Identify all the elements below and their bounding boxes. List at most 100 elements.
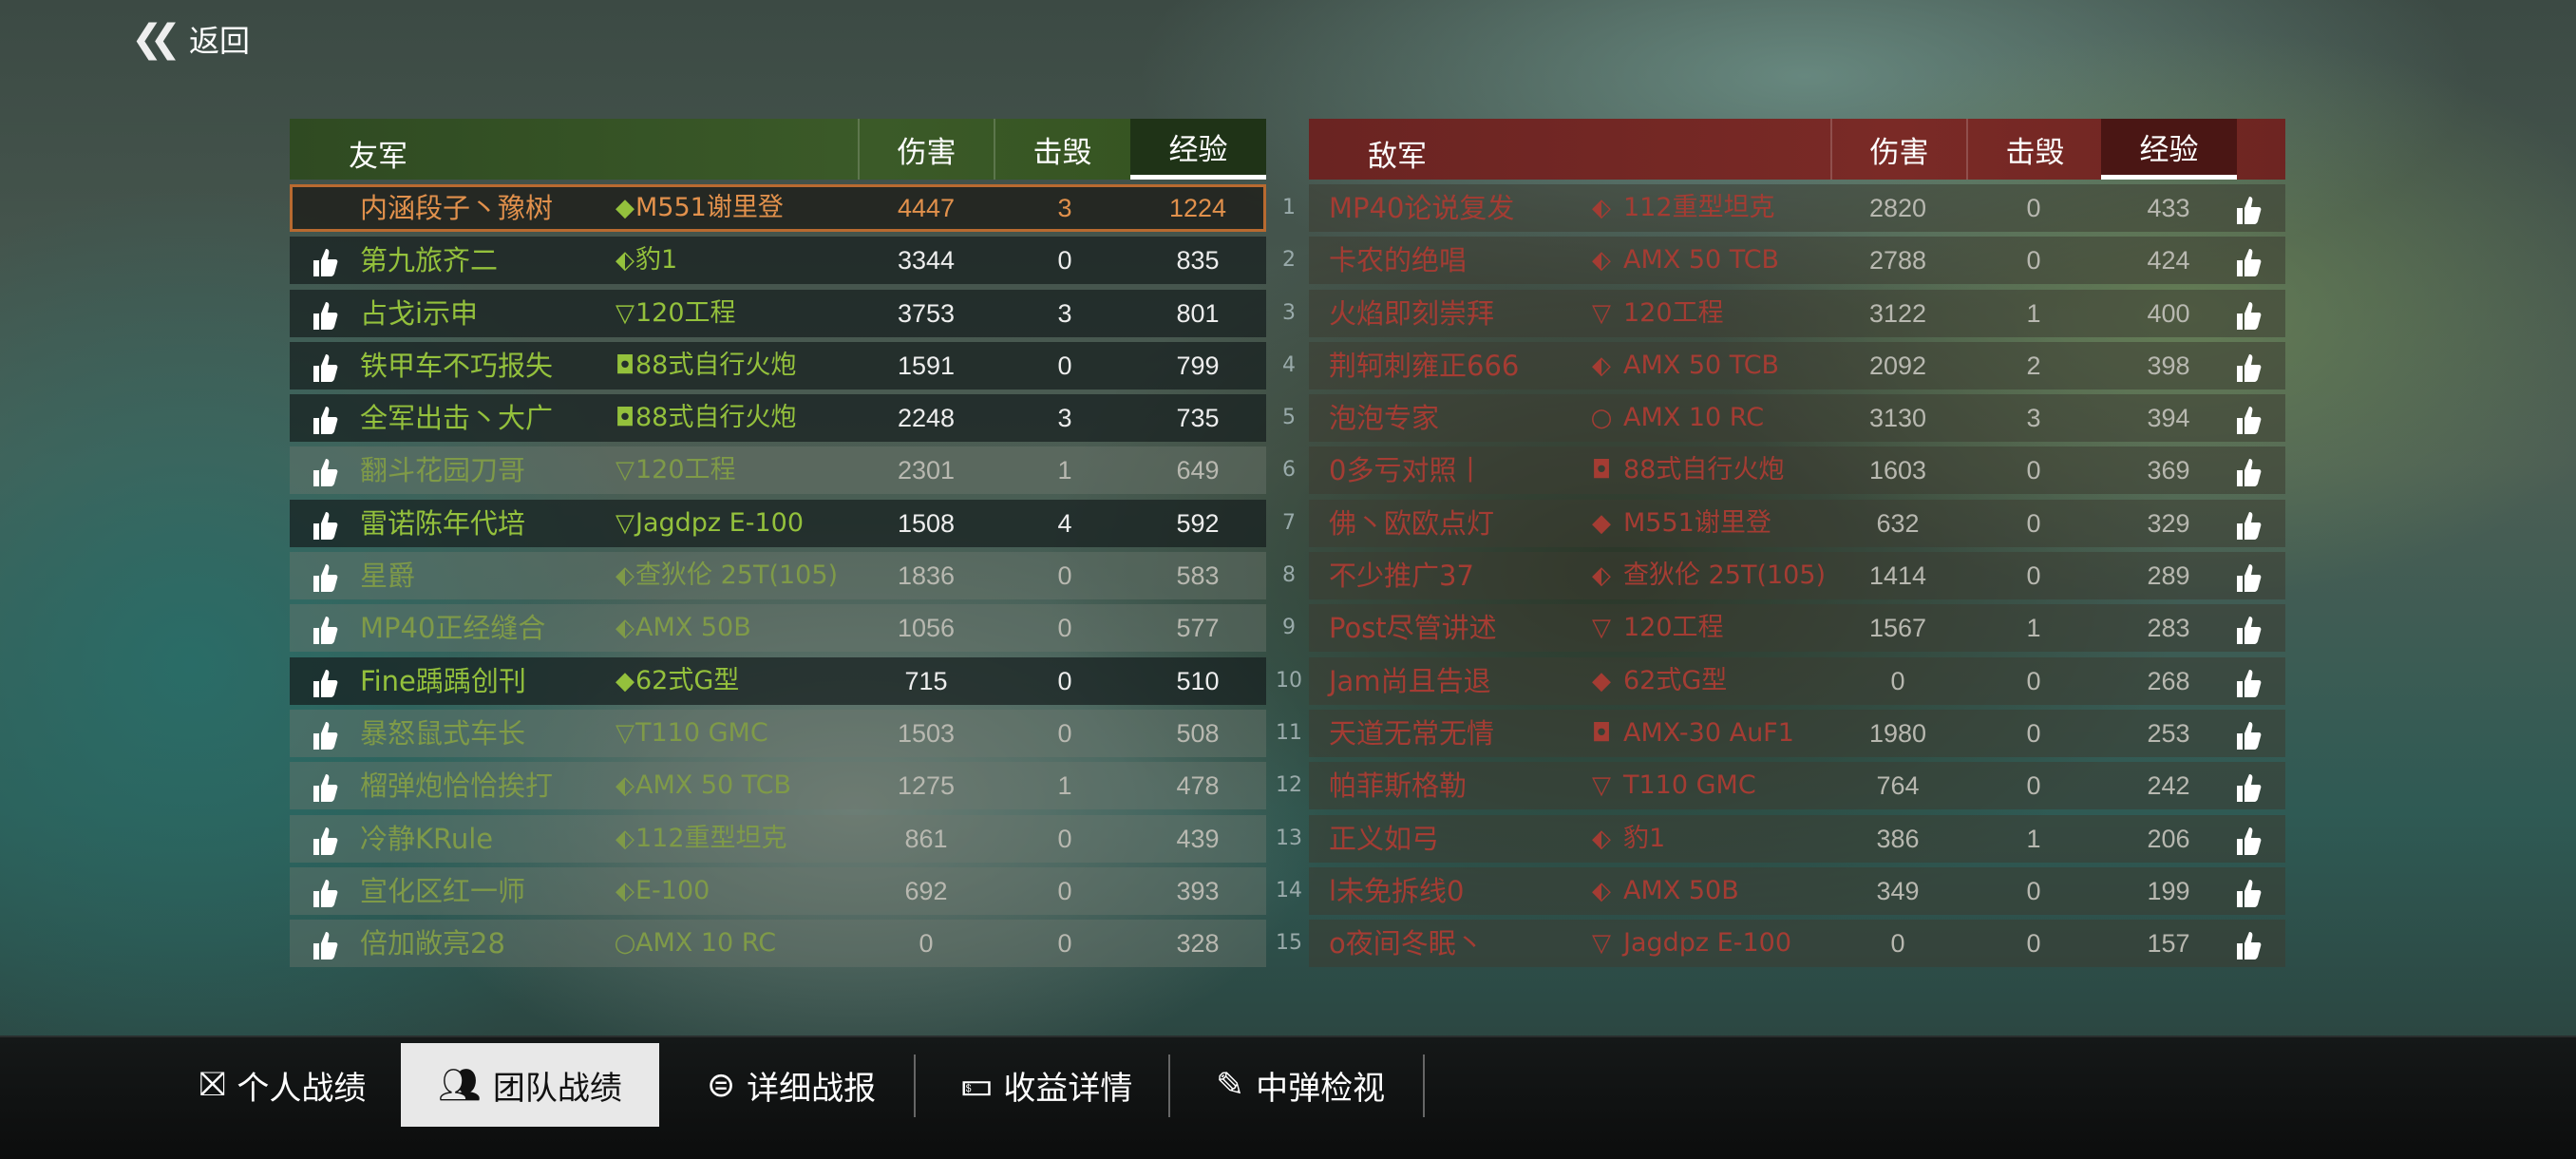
damage-value: 2092 [1868, 351, 1927, 380]
thumbs-up-icon[interactable] [309, 657, 341, 705]
thumbs-up-icon[interactable] [2232, 394, 2264, 442]
bottom-tab-bar: ⛝ 个人战绩 👥︎ 团队战绩 ⊜ 详细战报 💵︎ 收益详情 ✎ 中弹检视 [0, 1036, 2576, 1159]
thumbs-up-icon[interactable] [309, 867, 341, 915]
kills-value: 0 [2026, 194, 2041, 222]
thumbs-up-icon[interactable] [2232, 446, 2264, 494]
player-name: 内涵段子丶豫树 [360, 192, 554, 224]
tank-destroyer-icon: ▽ [616, 718, 635, 748]
exp-value: 424 [2147, 246, 2190, 276]
table-row: 1 MP40论说复发 ⬖ 112重型坦克 2820 0 433 [1282, 184, 2285, 232]
damage-value: 0 [1890, 666, 1905, 695]
thumbs-up-icon[interactable] [309, 342, 341, 390]
exp-value: 206 [2147, 824, 2190, 853]
table-row: 2 卡农的绝唱 ⬖ AMX 50 TCB 2788 0 424 [1282, 237, 2285, 285]
medium-tank-icon: ⬖ [1592, 246, 1611, 276]
table-row: 倍加敞亮28 ○ AMX 10 RC 0 0 328 [290, 920, 1266, 968]
thumbs-up-icon[interactable] [309, 920, 341, 967]
rank-number: 6 [1282, 458, 1296, 483]
damage-value: 4447 [897, 194, 956, 222]
tab-detail[interactable]: ⊜ 详细战报 [693, 1043, 889, 1127]
tab-team[interactable]: 👥︎ 团队战绩 [401, 1043, 659, 1127]
table-row: 12 帕菲斯格勒 ▽ T110 GMC 764 0 242 [1276, 762, 2285, 810]
player-name: 第九旅齐二 [360, 244, 499, 277]
thumbs-up-icon[interactable] [2232, 710, 2264, 757]
tab-divider [914, 1054, 916, 1117]
back-button[interactable]: ❮❮ 返回 [131, 17, 250, 61]
rank-number: 3 [1282, 300, 1296, 325]
table-row: 雷诺陈年代培 ▽ Jagdpz E-100 1508 4 592 [290, 499, 1266, 547]
tab-personal[interactable]: ⛝ 个人战绩 [186, 1043, 379, 1127]
damage-value: 1275 [897, 771, 956, 801]
sort-kills[interactable]: 击毁 [1966, 119, 2102, 180]
damage-value: 3122 [1868, 298, 1927, 328]
thumbs-up-icon[interactable] [309, 710, 341, 757]
thumbs-up-icon[interactable] [2232, 657, 2264, 705]
thumbs-up-icon[interactable] [309, 500, 341, 547]
table-row: 15 o夜间冬眠丶 ▽ Jagdpz E-100 0 0 157 [1276, 920, 2285, 968]
thumbs-up-icon[interactable] [309, 762, 341, 809]
exp-value: 433 [2147, 194, 2190, 222]
thumbs-up-icon[interactable] [309, 237, 341, 284]
kills-value: 0 [2026, 246, 2041, 276]
sort-damage[interactable]: 伤害 [1830, 119, 1966, 180]
thumbs-up-icon[interactable] [309, 815, 341, 863]
thumbs-up-icon[interactable] [309, 552, 341, 599]
friendly-header: 友军 伤害 击毁 经验 [290, 119, 1266, 180]
friendly-team-panel: 友军 伤害 击毁 经验 内涵段子丶豫树 ◆ M551谢里登 4447 3 1224 第九旅齐… [290, 119, 1266, 972]
exp-value: 369 [2147, 456, 2190, 485]
player-name: 不少推广37 [1329, 560, 1474, 593]
thumbs-up-icon[interactable] [2232, 552, 2264, 599]
kills-value: 0 [1057, 246, 1072, 276]
thumbs-up-icon[interactable] [2232, 237, 2264, 284]
table-row: 13 正义如弓 ⬖ 豹1 386 1 206 [1276, 814, 2285, 863]
kills-value: 0 [2026, 718, 2041, 748]
thumbs-up-icon[interactable] [2232, 604, 2264, 652]
thumbs-up-icon[interactable] [309, 394, 341, 442]
sort-exp[interactable]: 经验 [2101, 119, 2237, 180]
thumbs-up-icon[interactable] [2232, 290, 2264, 337]
tab-label: 详细战报 [747, 1069, 877, 1108]
player-name: 帕菲斯格勒 [1329, 770, 1468, 803]
sort-exp[interactable]: 经验 [1130, 119, 1266, 180]
exp-value: 510 [1176, 666, 1220, 695]
thumbs-up-icon[interactable] [2232, 762, 2264, 809]
player-name: MP40论说复发 [1329, 192, 1515, 224]
tab-income[interactable]: 💵︎ 收益详情 [948, 1043, 1146, 1127]
damage-value: 2248 [897, 404, 956, 433]
tank-name: 豹1 [635, 245, 678, 276]
medium-tank-icon: ⬖ [1592, 194, 1611, 222]
exp-value: 394 [2147, 404, 2190, 433]
thumbs-up-icon[interactable] [2232, 342, 2264, 390]
thumbs-up-icon[interactable] [309, 604, 341, 652]
thumbs-up-icon[interactable] [309, 446, 341, 494]
thumbs-up-icon[interactable] [309, 290, 341, 337]
player-name: 泡泡专家 [1329, 402, 1440, 435]
player-name: l未免拆线0 [1329, 874, 1465, 907]
tank-name: M551谢里登 [1623, 507, 1771, 538]
artillery-icon: ◘ [1591, 456, 1612, 485]
tab-hits[interactable]: ✎ 中弹检视 [1203, 1043, 1398, 1127]
exp-value: 398 [2147, 351, 2190, 380]
sort-damage[interactable]: 伤害 [858, 119, 994, 180]
tab-divider [1168, 1054, 1170, 1117]
medium-tank-icon: ⬖ [1592, 824, 1611, 853]
wheeled-vehicle-icon: ○ [1590, 404, 1613, 433]
thumbs-up-icon[interactable] [2232, 184, 2264, 232]
rank-number: 5 [1282, 406, 1296, 430]
back-label: 返回 [189, 23, 251, 59]
kills-value: 0 [1057, 824, 1072, 853]
tank-name: Jagdpz E-100 [1623, 928, 1792, 959]
damage-value: 1414 [1868, 561, 1927, 591]
sort-kills[interactable]: 击毁 [994, 119, 1129, 180]
player-name: 占戈i示申 [360, 296, 479, 330]
enemy-rows: 1 MP40论说复发 ⬖ 112重型坦克 2820 0 433 2 卡农的绝唱 ⬖ AMX 50 T… [1276, 184, 2285, 968]
table-row: 9 Post尽管讲述 ▽ 120工程 1567 1 283 [1282, 604, 2285, 653]
medium-tank-icon: ⬖ [1592, 561, 1611, 591]
thumbs-up-icon[interactable] [2232, 867, 2264, 915]
tank-name: AMX 50B [635, 613, 751, 643]
thumbs-up-icon[interactable] [2232, 920, 2264, 967]
thumbs-up-icon[interactable] [2232, 815, 2264, 863]
kills-value: 0 [1057, 666, 1072, 695]
tank-destroyer-icon: ▽ [1592, 771, 1611, 801]
thumbs-up-icon[interactable] [2232, 500, 2264, 547]
